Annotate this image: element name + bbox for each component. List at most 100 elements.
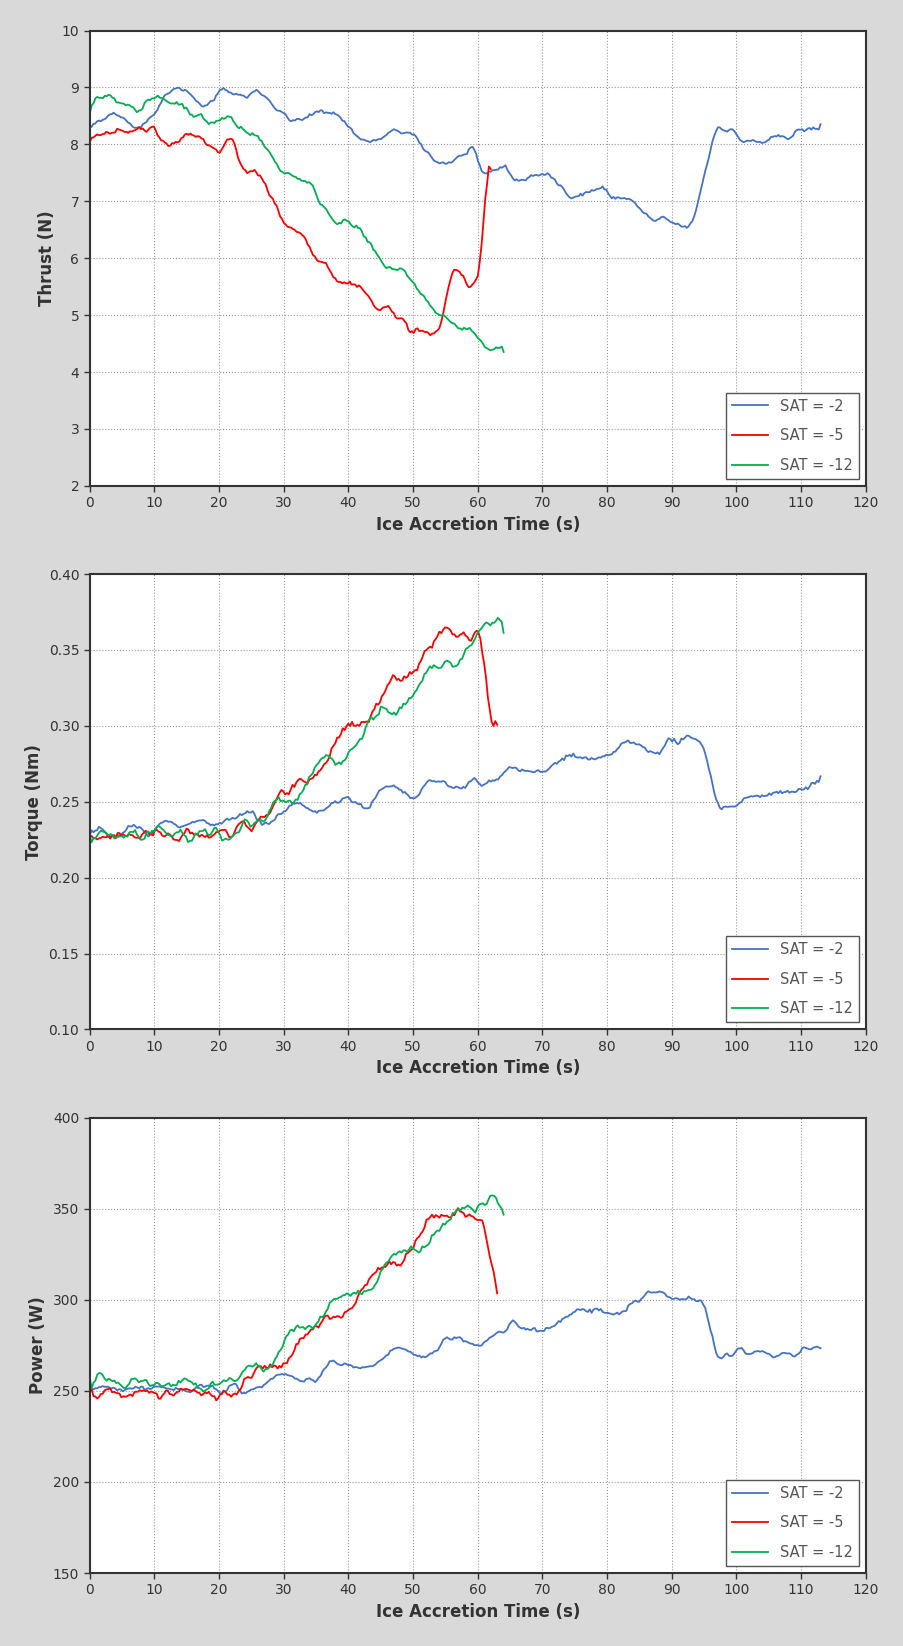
SAT = -12 bbox=[307, 1318, 318, 1338]
SAT = -12 bbox=[307, 176, 318, 196]
SAT = -5 bbox=[84, 132, 95, 151]
SAT = -2 bbox=[84, 115, 95, 135]
SAT = -2 bbox=[613, 1305, 624, 1325]
SAT = -2 bbox=[681, 726, 692, 746]
SAT = -12 bbox=[435, 1218, 446, 1238]
SAT = -2 bbox=[617, 732, 628, 752]
SAT = -5 bbox=[196, 128, 207, 148]
SAT = -12 bbox=[487, 1185, 498, 1205]
SAT = -12 bbox=[198, 1381, 209, 1401]
Legend: SAT = -2, SAT = -5, SAT = -12: SAT = -2, SAT = -5, SAT = -12 bbox=[725, 937, 858, 1022]
SAT = -12 bbox=[435, 658, 446, 678]
Y-axis label: Thrust (N): Thrust (N) bbox=[38, 211, 56, 306]
X-axis label: Ice Accretion Time (s): Ice Accretion Time (s) bbox=[375, 515, 580, 533]
SAT = -12 bbox=[456, 649, 467, 668]
SAT = -5 bbox=[210, 1391, 221, 1411]
SAT = -2 bbox=[375, 128, 386, 148]
SAT = -12 bbox=[84, 104, 95, 123]
Line: SAT = -2: SAT = -2 bbox=[89, 1290, 820, 1394]
SAT = -5 bbox=[84, 1383, 95, 1402]
SAT = -12 bbox=[182, 833, 193, 853]
SAT = -2 bbox=[324, 1351, 335, 1371]
SAT = -5 bbox=[430, 1205, 441, 1225]
SAT = -5 bbox=[442, 1208, 453, 1228]
SAT = -5 bbox=[491, 1284, 502, 1304]
Line: SAT = -5: SAT = -5 bbox=[89, 1208, 497, 1401]
SAT = -12 bbox=[449, 314, 460, 334]
SAT = -12 bbox=[307, 764, 318, 783]
SAT = -5 bbox=[303, 1322, 314, 1341]
SAT = -2 bbox=[172, 1379, 183, 1399]
Line: SAT = -5: SAT = -5 bbox=[89, 127, 490, 336]
SAT = -2 bbox=[103, 828, 114, 848]
SAT = -12 bbox=[207, 1371, 218, 1391]
Line: SAT = -2: SAT = -2 bbox=[89, 736, 820, 838]
SAT = -2 bbox=[613, 737, 624, 757]
SAT = -2 bbox=[545, 756, 556, 775]
SAT = -12 bbox=[456, 319, 467, 339]
SAT = -2 bbox=[84, 1378, 95, 1397]
SAT = -5 bbox=[203, 1383, 214, 1402]
Line: SAT = -12: SAT = -12 bbox=[89, 95, 503, 352]
SAT = -5 bbox=[439, 295, 450, 314]
SAT = -12 bbox=[498, 1205, 508, 1225]
SAT = -12 bbox=[207, 112, 218, 132]
SAT = -2 bbox=[613, 188, 624, 207]
SAT = -5 bbox=[485, 160, 496, 179]
SAT = -12 bbox=[200, 110, 210, 130]
SAT = -2 bbox=[617, 1302, 628, 1322]
SAT = -2 bbox=[815, 1338, 825, 1358]
SAT = -2 bbox=[815, 115, 825, 135]
Line: SAT = -12: SAT = -12 bbox=[89, 617, 503, 843]
SAT = -12 bbox=[200, 820, 210, 839]
Legend: SAT = -2, SAT = -5, SAT = -12: SAT = -2, SAT = -5, SAT = -12 bbox=[725, 1480, 858, 1565]
SAT = -5 bbox=[203, 135, 214, 155]
SAT = -12 bbox=[498, 622, 508, 642]
SAT = -5 bbox=[205, 828, 216, 848]
SAT = -12 bbox=[207, 821, 218, 841]
SAT = -2 bbox=[324, 797, 335, 816]
SAT = -5 bbox=[84, 828, 95, 848]
Line: SAT = -5: SAT = -5 bbox=[89, 627, 497, 841]
SAT = -2 bbox=[617, 188, 628, 207]
SAT = -12 bbox=[103, 86, 114, 105]
SAT = -5 bbox=[491, 714, 502, 734]
SAT = -12 bbox=[456, 1198, 467, 1218]
SAT = -2 bbox=[174, 818, 185, 838]
SAT = -12 bbox=[492, 607, 503, 627]
SAT = -2 bbox=[84, 826, 95, 846]
SAT = -12 bbox=[435, 306, 446, 326]
SAT = -5 bbox=[452, 627, 463, 647]
SAT = -12 bbox=[200, 1381, 210, 1401]
SAT = -2 bbox=[174, 77, 185, 97]
SAT = -5 bbox=[445, 621, 456, 640]
SAT = -5 bbox=[173, 831, 184, 851]
SAT = -5 bbox=[430, 629, 441, 649]
SAT = -5 bbox=[426, 324, 437, 344]
Line: SAT = -2: SAT = -2 bbox=[89, 87, 820, 227]
SAT = -2 bbox=[216, 1384, 227, 1404]
X-axis label: Ice Accretion Time (s): Ice Accretion Time (s) bbox=[375, 1603, 580, 1621]
SAT = -12 bbox=[84, 1368, 95, 1388]
SAT = -2 bbox=[815, 767, 825, 787]
SAT = -5 bbox=[439, 617, 450, 637]
Legend: SAT = -2, SAT = -5, SAT = -12: SAT = -2, SAT = -5, SAT = -12 bbox=[725, 393, 858, 479]
SAT = -5 bbox=[196, 1386, 207, 1406]
SAT = -5 bbox=[300, 229, 311, 249]
X-axis label: Ice Accretion Time (s): Ice Accretion Time (s) bbox=[375, 1060, 580, 1078]
SAT = -2 bbox=[172, 77, 183, 97]
SAT = -5 bbox=[424, 326, 435, 346]
Line: SAT = -12: SAT = -12 bbox=[89, 1195, 503, 1391]
SAT = -5 bbox=[451, 1202, 461, 1221]
Y-axis label: Torque (Nm): Torque (Nm) bbox=[25, 744, 43, 859]
SAT = -2 bbox=[681, 217, 692, 237]
SAT = -12 bbox=[498, 342, 508, 362]
SAT = -12 bbox=[84, 826, 95, 846]
SAT = -2 bbox=[375, 1350, 386, 1369]
SAT = -12 bbox=[449, 1203, 460, 1223]
SAT = -2 bbox=[642, 1281, 653, 1300]
SAT = -2 bbox=[545, 168, 556, 188]
SAT = -12 bbox=[449, 657, 460, 677]
SAT = -5 bbox=[452, 1198, 463, 1218]
SAT = -5 bbox=[198, 826, 209, 846]
